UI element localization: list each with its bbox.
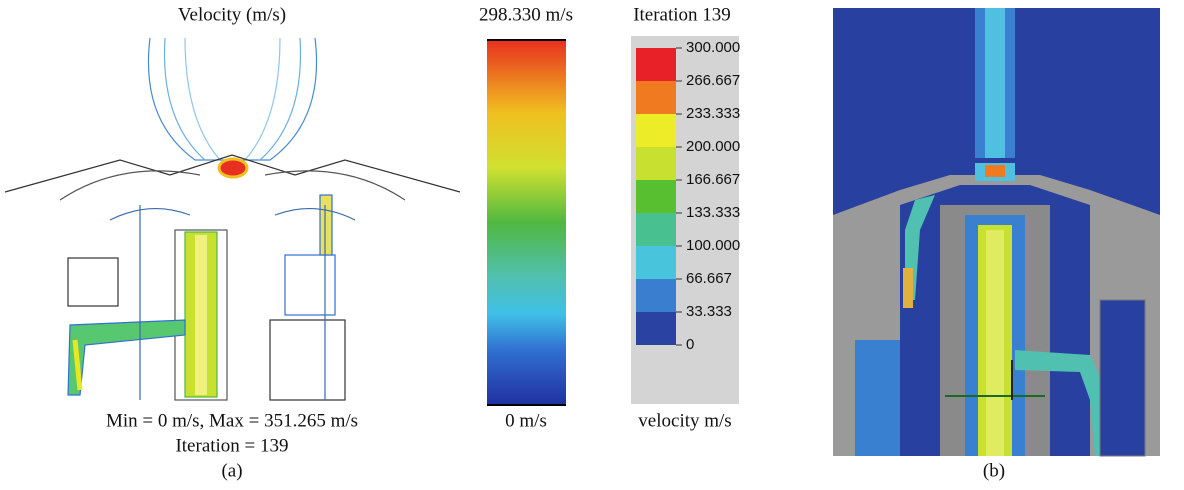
gradient-top-label: 298.330 m/s — [479, 4, 573, 25]
panel-a-label: (a) — [221, 460, 242, 481]
legend-label: 100.000 — [686, 237, 740, 254]
legend-swatch — [636, 180, 676, 213]
legend-swatch — [636, 114, 676, 147]
legend-label: 0 — [686, 336, 694, 353]
legend-label: 166.667 — [686, 171, 740, 188]
legend-swatch — [636, 312, 676, 345]
legend-title: Iteration 139 — [633, 4, 731, 25]
legend: 300.000 266.667 233.333 200.000 166.667 133.3… — [636, 39, 740, 353]
legend-label: 133.333 — [686, 204, 740, 221]
legend-label: 66.667 — [686, 270, 732, 287]
legend-swatch — [636, 48, 676, 81]
legend-label: 200.000 — [686, 138, 740, 155]
panel-a-image — [4, 37, 461, 401]
gradient-bottom-label: 0 m/s — [505, 410, 547, 431]
legend-label: 300.000 — [686, 39, 740, 56]
panel-a-iteration: Iteration = 139 — [175, 435, 288, 456]
panel-a-stats: Min = 0 m/s, Max = 351.265 m/s — [106, 410, 358, 431]
legend-swatch — [636, 147, 676, 180]
panel-a-title: Velocity (m/s) — [178, 4, 286, 25]
legend-swatch — [636, 213, 676, 246]
legend-swatch — [636, 81, 676, 114]
legend-label: 266.667 — [686, 72, 740, 89]
legend-label: 233.333 — [686, 105, 740, 122]
panel-b-label: (b) — [983, 460, 1005, 481]
legend-swatch — [636, 246, 676, 279]
panel-b-image — [833, 8, 1160, 457]
gradient-bar — [487, 40, 566, 405]
legend-unit: velocity m/s — [638, 410, 731, 431]
legend-label: 33.333 — [686, 303, 732, 320]
legend-swatch — [636, 279, 676, 312]
